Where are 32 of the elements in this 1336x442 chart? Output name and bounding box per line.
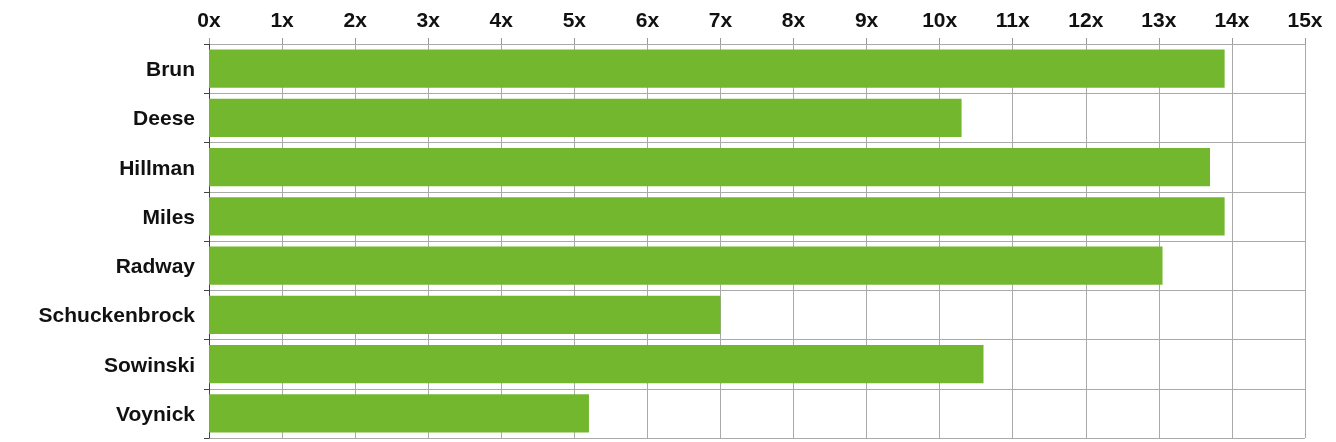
x-tick-label: 4x	[489, 8, 514, 31]
bar	[209, 394, 589, 433]
y-tick-label: Brun	[146, 57, 195, 81]
y-tick-label: Sowinski	[103, 352, 195, 376]
x-tick-label: 10x	[922, 8, 958, 31]
x-tick-label: 3x	[416, 8, 441, 31]
x-tick-label: 7x	[708, 8, 733, 31]
x-tick-label: 1x	[270, 8, 295, 31]
y-tick-label: Miles	[142, 204, 195, 228]
x-tick-label: 6x	[635, 8, 660, 31]
x-tick-label: 9x	[854, 8, 879, 31]
x-tick-label: 14x	[1214, 8, 1250, 31]
x-tick-label: 2x	[343, 8, 368, 31]
bar	[209, 344, 984, 384]
x-tick-label: 5x	[562, 8, 587, 31]
x-tick-label: 13x	[1141, 8, 1177, 31]
y-tick-label: Voynick	[116, 401, 196, 425]
x-tick-label: 0x	[197, 8, 221, 31]
x-tick-label: 15x	[1287, 8, 1323, 31]
bar	[209, 197, 1225, 236]
bar	[209, 147, 1211, 187]
bar	[209, 295, 721, 335]
bar	[209, 246, 1163, 285]
x-tick-label: 12x	[1068, 8, 1104, 31]
bar	[209, 98, 962, 138]
x-tick-label: 11x	[995, 8, 1030, 31]
x-tick-label: 8x	[781, 8, 806, 31]
y-tick-label: Schuckenbrock	[38, 303, 196, 327]
y-tick-label: Radway	[115, 254, 196, 278]
y-tick-label: Hillman	[119, 155, 195, 179]
bar	[209, 49, 1225, 88]
y-tick-label: Deese	[133, 106, 195, 130]
